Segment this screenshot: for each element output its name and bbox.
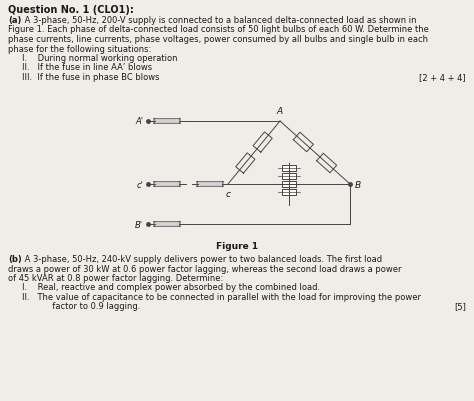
Text: phase for the following situations:: phase for the following situations: [8,45,151,53]
Text: [2 + 4 + 4]: [2 + 4 + 4] [419,73,466,82]
Text: [5]: [5] [454,302,466,311]
Text: Question No. 1 (CLO1):: Question No. 1 (CLO1): [8,5,134,15]
Text: Figure 1. Each phase of delta-connected load consists of 50 light bulbs of each : Figure 1. Each phase of delta-connected … [8,25,429,34]
Text: Figure 1: Figure 1 [216,241,258,250]
Text: draws a power of 30 kW at 0.6 power factor lagging, whereas the second load draw: draws a power of 30 kW at 0.6 power fact… [8,264,401,273]
Text: factor to 0.9 lagging.: factor to 0.9 lagging. [34,302,140,311]
Text: c': c' [136,180,143,189]
Bar [282,174,296,180]
FancyBboxPatch shape [154,119,180,125]
Text: c: c [226,190,230,198]
Text: phase currents, line currents, phase voltages, power consumed by all bulbs and s: phase currents, line currents, phase vol… [8,35,428,44]
Bar [282,166,296,172]
Text: of 45 kVAR at 0.8 power factor lagging. Determine:: of 45 kVAR at 0.8 power factor lagging. … [8,273,223,282]
FancyBboxPatch shape [197,182,223,188]
Text: II.   The value of capacitance to be connected in parallel with the load for imp: II. The value of capacitance to be conne… [22,292,421,301]
Text: B: B [355,180,361,189]
Text: III.  If the fuse in phase BC blows: III. If the fuse in phase BC blows [22,73,159,82]
Text: A': A' [135,117,143,126]
Text: (b): (b) [8,254,22,263]
Text: II.   If the fuse in line AA’ blows: II. If the fuse in line AA’ blows [22,63,152,72]
Text: A: A [277,107,283,116]
Text: A 3-phase, 50-Hz, 200-V supply is connected to a balanced delta-connected load a: A 3-phase, 50-Hz, 200-V supply is connec… [22,16,417,25]
FancyBboxPatch shape [154,221,180,227]
Text: B': B' [135,220,143,229]
Bar [282,182,296,188]
FancyBboxPatch shape [154,182,180,188]
Text: I.    During normal working operation: I. During normal working operation [22,54,177,63]
Bar [282,190,296,196]
Text: A 3-phase, 50-Hz, 240-kV supply delivers power to two balanced loads. The first : A 3-phase, 50-Hz, 240-kV supply delivers… [22,254,382,263]
Text: (a): (a) [8,16,21,25]
Text: I.    Real, reactive and complex power absorbed by the combined load.: I. Real, reactive and complex power abso… [22,283,320,292]
